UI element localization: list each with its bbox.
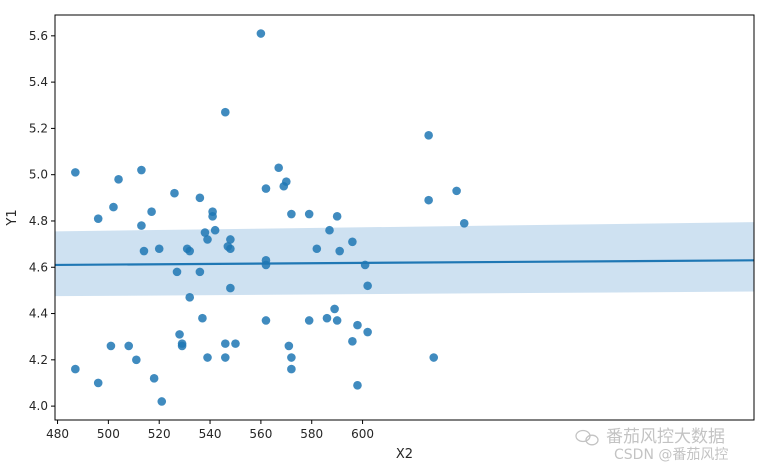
y-axis-label: Y1 (5, 209, 20, 226)
y-tick-label: 4.0 (29, 399, 48, 413)
data-point (203, 235, 212, 244)
data-point (185, 246, 195, 256)
x-tick-label: 600 (351, 427, 374, 441)
data-point (325, 225, 334, 235)
y-tick-label: 4.4 (29, 307, 48, 321)
data-point (154, 244, 164, 254)
data-point (200, 228, 210, 237)
y-tick-label: 4.2 (29, 353, 48, 367)
confidence-band (55, 222, 754, 297)
data-point (177, 341, 187, 351)
data-point (304, 316, 314, 325)
data-point (93, 378, 103, 388)
y-tick-label: 5.0 (29, 168, 48, 182)
x-tick-label: 580 (300, 427, 323, 441)
data-point (198, 313, 207, 323)
data-point (195, 193, 205, 203)
data-point (348, 237, 357, 247)
data-point (71, 168, 80, 177)
x-axis-ticks: 480 500 520 540 560 580 600 (46, 420, 374, 441)
y-tick-label: 4.6 (29, 260, 48, 274)
data-point (459, 218, 469, 228)
data-point (424, 195, 433, 205)
data-point (226, 283, 235, 293)
data-point (287, 364, 296, 374)
data-point (284, 341, 294, 351)
data-point (231, 339, 240, 348)
data-point (157, 397, 167, 406)
data-points-layer (71, 29, 469, 406)
confidence-band-layer (55, 222, 754, 297)
data-point (137, 165, 146, 175)
data-point (221, 107, 230, 117)
data-point (363, 281, 372, 291)
data-point (221, 353, 230, 362)
x-tick-label: 520 (148, 427, 171, 441)
data-point (226, 244, 235, 254)
data-point (93, 214, 103, 223)
data-point (149, 374, 159, 383)
wechat-icon (575, 429, 599, 446)
plot-frame (54, 14, 755, 421)
regression-line (54, 259, 755, 267)
data-point (106, 341, 116, 351)
data-point (261, 316, 271, 325)
x-tick-label: 540 (199, 427, 222, 441)
y-tick-label: 5.2 (29, 121, 48, 135)
data-point (274, 163, 283, 173)
data-point (348, 337, 357, 346)
data-point (139, 246, 149, 256)
data-point (203, 353, 212, 362)
y-axis-ticks: 4.0 4.2 4.4 4.6 4.8 5.0 5.2 5.4 5.6 (29, 29, 55, 413)
data-point (353, 380, 362, 390)
data-point (185, 293, 195, 302)
data-point (175, 330, 184, 339)
data-point (287, 353, 296, 362)
data-point (322, 313, 332, 323)
data-point (132, 355, 141, 365)
data-point (360, 260, 370, 270)
x-tick-label: 500 (97, 427, 120, 441)
data-point (109, 202, 118, 212)
data-point (282, 177, 291, 186)
data-point (210, 225, 220, 235)
data-point (147, 207, 156, 217)
data-point (226, 235, 235, 244)
regression-line-layer (54, 259, 755, 267)
data-point (353, 320, 362, 330)
watermark-line2: CSDN @番茄风控 (614, 446, 728, 463)
data-point (452, 186, 461, 196)
x-tick-label: 560 (249, 427, 272, 441)
data-point (172, 267, 182, 277)
data-point (304, 209, 314, 219)
data-point (287, 209, 296, 219)
data-point (261, 260, 271, 270)
data-point (335, 246, 344, 256)
data-point (330, 304, 339, 314)
data-point (114, 175, 123, 184)
data-point (312, 244, 322, 254)
y-tick-label: 5.6 (29, 29, 48, 43)
data-point (221, 339, 230, 348)
y-tick-label: 5.4 (29, 75, 48, 89)
data-point (332, 212, 342, 221)
data-point (429, 353, 439, 362)
watermark-line1: 番茄风控大数据 (606, 427, 725, 447)
data-point (208, 212, 217, 221)
x-tick-label: 480 (46, 427, 69, 441)
data-point (363, 327, 372, 337)
data-point (256, 29, 266, 38)
data-point (137, 221, 146, 230)
data-point (71, 364, 80, 374)
data-point (261, 184, 271, 193)
x-axis-label: X2 (396, 447, 413, 462)
data-point (195, 267, 205, 277)
data-point (424, 131, 433, 140)
y-tick-label: 4.8 (29, 214, 48, 228)
data-point (124, 341, 134, 351)
data-point (170, 188, 179, 198)
data-point (332, 316, 342, 325)
watermark: 番茄风控大数据 CSDN @番茄风控 (575, 427, 728, 463)
